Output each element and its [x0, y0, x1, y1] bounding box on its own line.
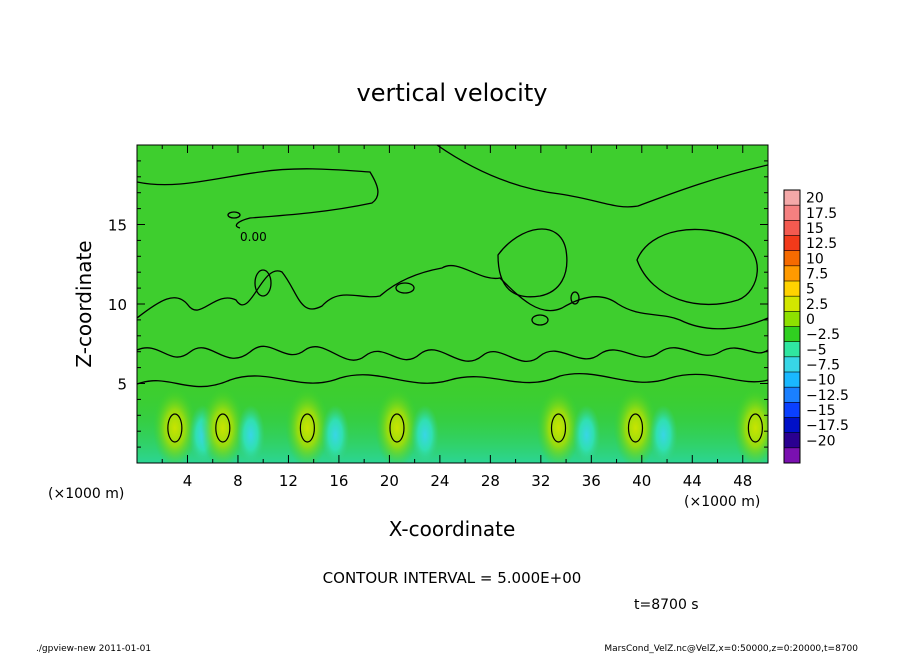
y-tick-label: 10: [108, 296, 127, 314]
footer-left: ./gpview-new 2011-01-01: [36, 644, 151, 654]
colorbar-segment: [784, 402, 800, 418]
y-tick-label: 5: [117, 376, 127, 394]
colorbar-segment: [784, 296, 800, 312]
contour-line: [497, 228, 568, 298]
footer-right: MarsCond_VelZ.nc@VelZ,x=0:50000,z=0:2000…: [604, 644, 858, 654]
colorbar-label: −2.5: [806, 327, 840, 343]
colorbar-label: 0: [806, 312, 815, 328]
x-tick-label: 48: [733, 472, 752, 490]
colorbar-label: 5: [806, 282, 815, 298]
updraft-features: [152, 388, 768, 463]
colorbar-segment: [784, 311, 800, 327]
colorbar-segment: [784, 356, 800, 373]
downdraft-core: [649, 405, 678, 463]
x-unit-label-right: (×1000 m): [684, 494, 760, 510]
colorbar-segment: [784, 326, 800, 343]
contour-line: [137, 345, 768, 363]
updraft-contour: [299, 413, 315, 443]
updraft-contour: [747, 413, 763, 443]
x-tick-label: 16: [329, 472, 348, 490]
contour-line: [227, 211, 241, 219]
colorbar-label: −10: [806, 373, 836, 389]
x-tick-label: 36: [582, 472, 601, 490]
colorbar-label: 7.5: [806, 266, 828, 282]
colorbar-label: 17.5: [806, 206, 837, 222]
updraft-core: [613, 388, 658, 463]
y-tick-label: 15: [108, 217, 127, 235]
x-tick-label: 32: [531, 472, 550, 490]
colorbar-label: 10: [806, 251, 824, 267]
colorbar-label: −17.5: [806, 418, 849, 434]
updraft-contour: [167, 413, 183, 443]
updraft-core: [200, 388, 245, 463]
x-unit-label-left: (×1000 m): [48, 486, 124, 502]
updraft-contour: [550, 413, 567, 443]
colorbar-label: −12.5: [806, 388, 849, 404]
contour-label: 0.00: [240, 230, 267, 244]
contour-line: [436, 145, 768, 208]
contour-line: [636, 228, 758, 306]
colorbar-segment: [784, 235, 800, 252]
contour-line: [137, 265, 768, 330]
updraft-contour: [215, 413, 231, 443]
x-tick-label: 24: [430, 472, 449, 490]
colorbar-segment: [784, 341, 800, 358]
colorbar-segment: [784, 387, 800, 403]
colorbar-segment: [784, 281, 800, 297]
colorbar-segment: [784, 265, 800, 282]
downdraft-core: [410, 405, 439, 463]
colorbar-segment: [784, 220, 800, 236]
colorbar-segment: [784, 190, 800, 206]
colorbar: 2017.51512.5107.552.50−2.5−5−7.5−10−12.5…: [783, 189, 849, 464]
colorbar-label: 20: [806, 191, 824, 207]
downdraft-core: [236, 405, 265, 463]
x-tick-label: 12: [279, 472, 298, 490]
colorbar-label: 15: [806, 221, 824, 237]
contour-line: [137, 168, 379, 229]
contour-line: [570, 291, 580, 305]
updraft-core: [536, 388, 581, 463]
colorbar-segment: [784, 447, 800, 464]
downdraft-core: [321, 405, 350, 463]
chart-title: vertical velocity: [357, 79, 548, 107]
updraft-contour: [389, 413, 405, 443]
colorbar-label: 2.5: [806, 297, 828, 313]
x-axis-label: X-coordinate: [389, 517, 516, 541]
updraft-core: [374, 388, 419, 463]
x-tick-label: 4: [183, 472, 193, 490]
contour-lines: [137, 145, 768, 388]
x-tick-label: 8: [233, 472, 243, 490]
colorbar-segment: [784, 250, 800, 267]
updraft-core: [285, 388, 330, 463]
time-label: t=8700 s: [634, 597, 699, 613]
y-axis: 5 10 15: [108, 160, 768, 448]
x-tick-label: 20: [380, 472, 399, 490]
colorbar-label: −7.5: [806, 357, 840, 373]
x-tick-label: 40: [632, 472, 651, 490]
contour-line: [395, 282, 415, 294]
colorbar-segment: [784, 205, 800, 221]
y-axis-label: Z-coordinate: [72, 240, 96, 367]
colorbar-label: −5: [806, 342, 827, 358]
updraft-contour: [627, 413, 644, 443]
contour-interval-text: CONTOUR INTERVAL = 5.000E+00: [323, 569, 582, 587]
colorbar-segment: [784, 372, 800, 388]
contour-line: [254, 269, 272, 297]
x-axis: 4 8 12 16 20 24 28 32 36 40 44 48: [136, 145, 769, 490]
colorbar-label: 12.5: [806, 236, 837, 252]
colorbar-segment: [784, 432, 800, 449]
downdraft-core: [572, 405, 601, 463]
updraft-core: [733, 388, 768, 463]
colorbar-label: −15: [806, 403, 836, 419]
contour-line: [137, 372, 768, 388]
colorbar-label: −20: [806, 433, 836, 449]
contour-line: [531, 314, 549, 326]
updraft-core: [152, 388, 197, 463]
colorbar-segment: [784, 417, 800, 434]
x-tick-label: 28: [481, 472, 500, 490]
x-tick-label: 44: [683, 472, 702, 490]
